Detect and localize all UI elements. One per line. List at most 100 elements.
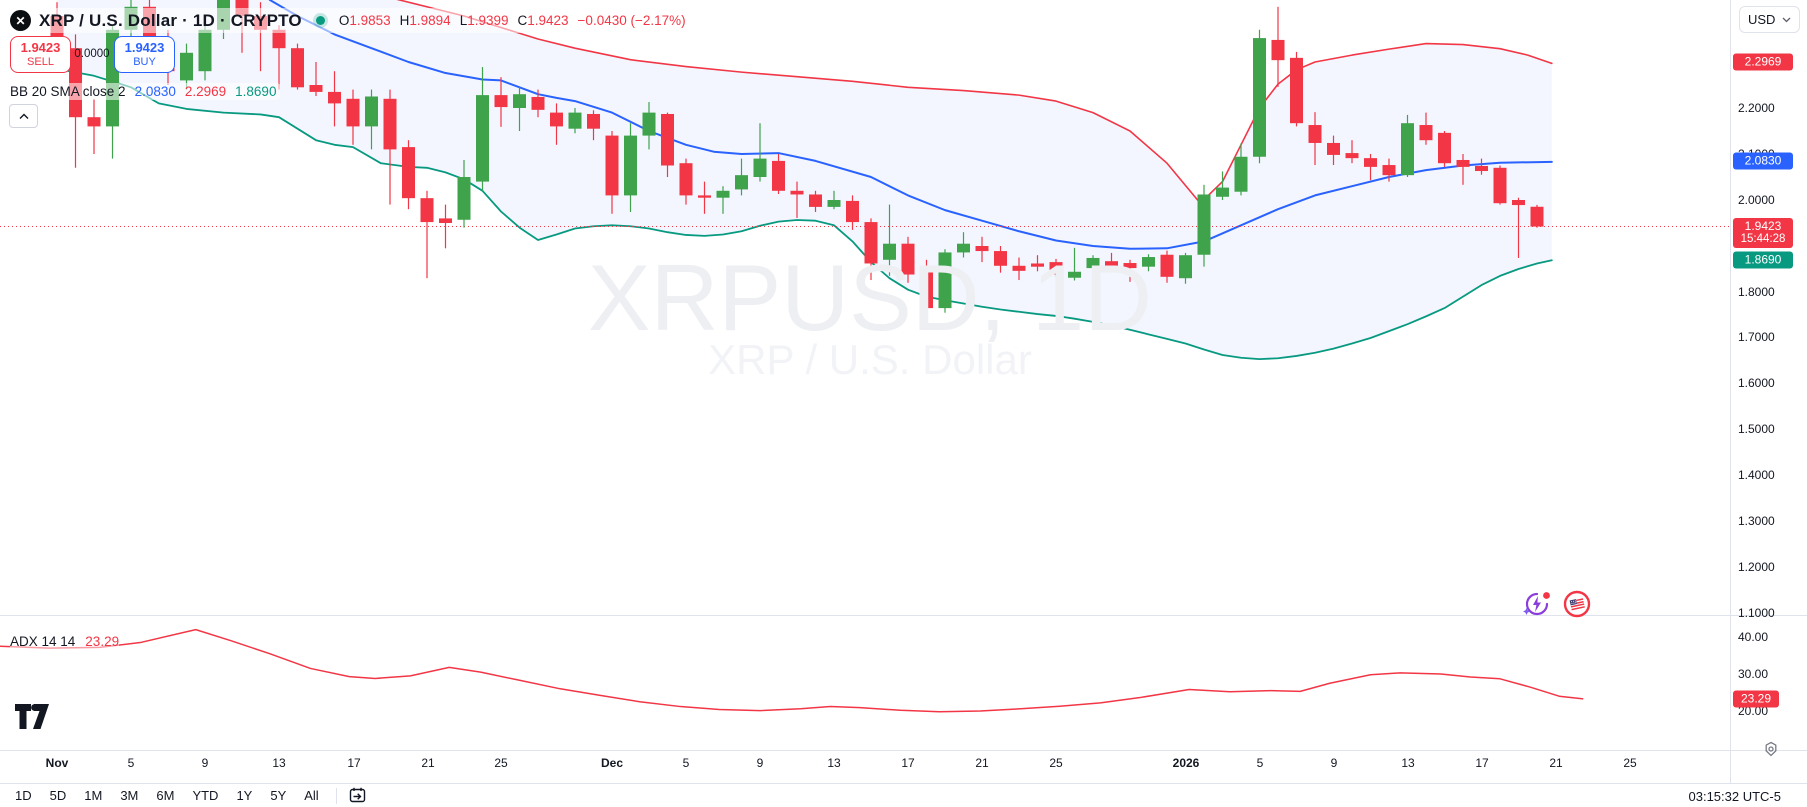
candle-nov-27 — [531, 89, 545, 118]
candle-jan-20 — [1530, 204, 1544, 228]
candle-dec-17 — [901, 236, 915, 283]
bb-lower-value: 1.8690 — [235, 84, 277, 99]
candle-nov-28 — [550, 103, 563, 145]
candle-dec-27 — [1086, 255, 1100, 274]
range-button-5d[interactable]: 5D — [49, 788, 67, 803]
buy-button[interactable]: 1.9423 BUY — [114, 36, 175, 73]
time-axis-separator — [0, 750, 1807, 751]
price-label-1.5000: 1.5000 — [1738, 422, 1775, 436]
time-tick-13: 13 — [272, 756, 286, 770]
candle-nov-30 — [587, 110, 600, 141]
close-label: C — [517, 13, 528, 28]
candle-dec-20 — [957, 232, 970, 258]
range-button-all[interactable]: All — [304, 788, 319, 803]
timeframe-toolbar: 1D 5D 1M 3M 6M YTD 1Y 5Y All — [6, 784, 372, 807]
time-tick-17: 17 — [901, 756, 915, 770]
range-button-5y[interactable]: 5Y — [270, 788, 287, 803]
adx-indicator-legend[interactable]: ADX 14 14 23.29 — [10, 634, 120, 649]
go-to-date-button[interactable] — [345, 787, 372, 804]
tradingview-logo-icon[interactable] — [14, 703, 51, 735]
chart-canvas[interactable] — [0, 0, 1807, 783]
candle-dec-2 — [624, 123, 637, 212]
bb-indicator-legend[interactable]: BB 20 SMA close 2 2.0830 2.2969 1.8690 — [10, 83, 281, 100]
chevron-down-icon — [1782, 17, 1791, 22]
candle-dec-15 — [864, 218, 878, 281]
us-events-flag-icon[interactable] — [1563, 590, 1591, 623]
price-label-1.4000: 1.4000 — [1738, 468, 1775, 482]
adx-badge-23.29: 23.29 — [1733, 690, 1779, 708]
high-label: H — [399, 13, 410, 28]
range-buttons: 1D 5D 1M 3M 6M YTD 1Y 5Y All — [6, 785, 328, 806]
candle-nov-23 — [457, 159, 471, 228]
candle-nov-18 — [365, 89, 378, 150]
price-label-2.2000: 2.2000 — [1738, 101, 1775, 115]
candle-dec-1 — [605, 131, 619, 214]
low-label: L — [459, 13, 468, 28]
candle-nov-15 — [309, 62, 323, 97]
candle-nov-29 — [568, 108, 582, 134]
ai-assistant-icon[interactable] — [1521, 588, 1553, 625]
time-tick-17: 17 — [347, 756, 361, 770]
collapse-legend-button[interactable] — [9, 104, 38, 128]
range-button-3m[interactable]: 3M — [120, 788, 139, 803]
bb-basis-value: 2.0830 — [134, 84, 176, 99]
candle-nov-3 — [87, 98, 101, 154]
time-tick-nov: Nov — [45, 756, 69, 770]
ohlc-readout: O1.9853 H1.9894 L1.9399 C1.9423 −0.0430 … — [339, 13, 686, 28]
buy-price: 1.9423 — [124, 39, 165, 55]
candle-dec-3 — [642, 102, 656, 150]
range-button-ytd[interactable]: YTD — [192, 788, 219, 803]
candle-dec-16 — [883, 204, 896, 276]
time-tick-25: 25 — [1623, 756, 1637, 770]
time-tick-9: 9 — [201, 756, 209, 770]
candle-nov-16 — [328, 71, 341, 127]
time-axis-settings-icon[interactable] — [1763, 741, 1779, 762]
adx-value: 23.29 — [85, 634, 120, 649]
candle-dec-12 — [809, 190, 822, 212]
symbol-title[interactable]: XRP / U.S. Dollar · 1D · CRYPTO — [39, 10, 302, 30]
candle-nov-21 — [420, 190, 434, 279]
time-tick-21: 21 — [975, 756, 989, 770]
price-label-1.8000: 1.8000 — [1738, 285, 1775, 299]
price-badge-1.9423: 1.9423 15:44:28 — [1733, 218, 1793, 248]
time-tick-13: 13 — [827, 756, 841, 770]
candle-dec-11 — [790, 181, 804, 218]
currency-dropdown[interactable]: USD — [1739, 6, 1800, 33]
sell-button[interactable]: 1.9423 SELL — [10, 36, 71, 73]
candle-jan-13 — [1401, 114, 1414, 177]
price-badge-2.2969: 2.2969 — [1733, 53, 1793, 71]
candle-dec-26 — [1068, 247, 1081, 281]
high-value: 1.9894 — [409, 13, 451, 28]
candle-dec-29 — [1123, 259, 1137, 282]
range-button-1m[interactable]: 1M — [84, 788, 103, 803]
clock-timezone[interactable]: 03:15:32 UTC-5 — [1688, 789, 1782, 804]
candle-nov-26 — [513, 87, 526, 131]
candle-jan-2 — [1197, 184, 1211, 267]
range-button-6m[interactable]: 6M — [156, 788, 175, 803]
price-label-1.6000: 1.6000 — [1738, 376, 1775, 390]
price-label-1.3000: 1.3000 — [1738, 514, 1775, 528]
candle-nov-17 — [346, 89, 360, 145]
candle-dec-7 — [716, 186, 730, 214]
range-button-1d[interactable]: 1D — [15, 788, 32, 803]
price-badge-1.8690: 1.8690 — [1733, 251, 1793, 269]
close-value: 1.9423 — [527, 13, 569, 28]
adx-axis-label-30.00: 30.00 — [1738, 667, 1769, 681]
range-button-1y[interactable]: 1Y — [236, 788, 253, 803]
candle-dec-4 — [661, 112, 674, 177]
candle-dec-25 — [1049, 258, 1063, 277]
market-open-dot-icon[interactable] — [315, 16, 325, 25]
candle-dec-31 — [1160, 250, 1174, 283]
pane-separator[interactable] — [0, 615, 1807, 616]
bb-label: BB 20 SMA close 2 — [10, 84, 126, 99]
candle-nov-22 — [439, 204, 452, 249]
price-label-2.0000: 2.0000 — [1738, 193, 1775, 207]
price-label-1.2000: 1.2000 — [1738, 560, 1775, 574]
candle-dec-6 — [698, 181, 711, 214]
candle-jan-19 — [1512, 197, 1525, 258]
time-tick-5: 5 — [127, 756, 135, 770]
candle-dec-14 — [846, 195, 859, 230]
time-tick-5: 5 — [682, 756, 690, 770]
candle-jan-4 — [1234, 143, 1248, 196]
price-axis-separator — [1730, 0, 1731, 783]
